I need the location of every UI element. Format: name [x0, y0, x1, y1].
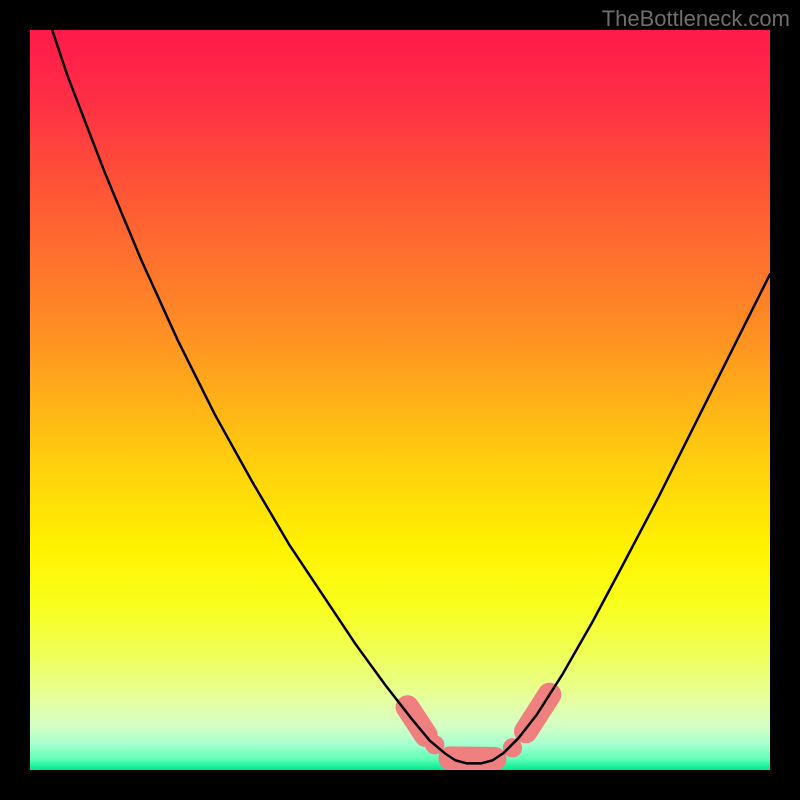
chart-stage: TheBottleneck.com [0, 0, 800, 800]
watermark-text: TheBottleneck.com [602, 6, 790, 32]
highlight-capsule-2 [450, 758, 494, 759]
bottleneck-curve-chart [0, 0, 800, 800]
chart-gradient-background [30, 30, 770, 770]
